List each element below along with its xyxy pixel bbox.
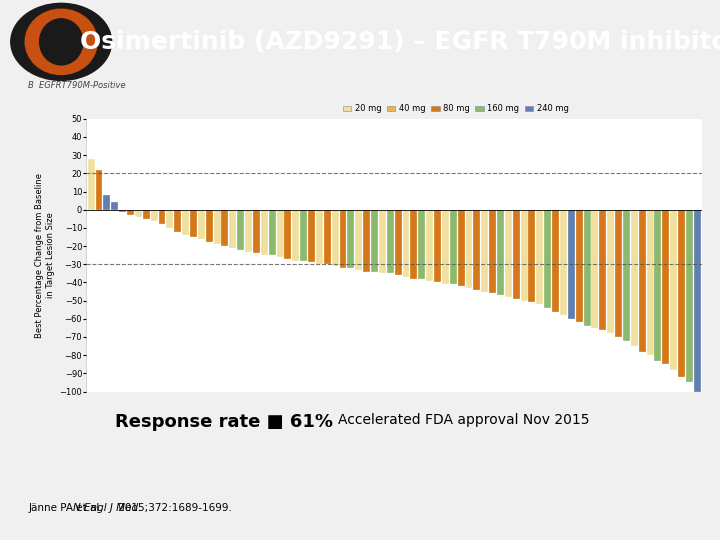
- Bar: [135, 210, 142, 217]
- Bar: [198, 210, 204, 239]
- Y-axis label: Best Percentage Change from Baseline
in Target Lesion Size: Best Percentage Change from Baseline in …: [35, 173, 55, 338]
- Ellipse shape: [11, 3, 112, 80]
- Bar: [150, 210, 158, 221]
- Bar: [591, 210, 598, 328]
- Bar: [104, 195, 110, 210]
- Bar: [521, 210, 528, 301]
- Text: N Engl J Med.: N Engl J Med.: [73, 503, 142, 514]
- Bar: [158, 210, 166, 224]
- Legend: 20 mg, 40 mg, 80 mg, 160 mg, 240 mg: 20 mg, 40 mg, 80 mg, 160 mg, 240 mg: [340, 101, 572, 117]
- Bar: [670, 210, 677, 370]
- Bar: [552, 210, 559, 312]
- Bar: [678, 210, 685, 377]
- Bar: [300, 210, 307, 261]
- Bar: [662, 210, 670, 364]
- Bar: [237, 210, 244, 249]
- Bar: [222, 210, 228, 246]
- Bar: [615, 210, 622, 337]
- Bar: [292, 210, 300, 261]
- Bar: [544, 210, 552, 308]
- Bar: [568, 210, 575, 319]
- Bar: [458, 210, 464, 286]
- Bar: [647, 210, 654, 355]
- Bar: [379, 210, 386, 273]
- Bar: [489, 210, 496, 293]
- Bar: [686, 210, 693, 382]
- Bar: [363, 210, 370, 272]
- Bar: [450, 210, 456, 284]
- Bar: [576, 210, 582, 322]
- Bar: [536, 210, 544, 304]
- Bar: [143, 210, 150, 219]
- Bar: [253, 210, 260, 253]
- Bar: [174, 210, 181, 232]
- Bar: [371, 210, 378, 272]
- Bar: [513, 210, 520, 299]
- Bar: [505, 210, 512, 297]
- Bar: [481, 210, 488, 292]
- Bar: [245, 210, 252, 252]
- Bar: [623, 210, 630, 341]
- Bar: [694, 210, 701, 392]
- Bar: [497, 210, 504, 295]
- Bar: [308, 210, 315, 262]
- Bar: [607, 210, 614, 333]
- Bar: [96, 170, 102, 210]
- Bar: [119, 210, 126, 212]
- Bar: [418, 210, 426, 279]
- Text: Osimertinib (AZD9291) – EGFR T790M inhibitor: Osimertinib (AZD9291) – EGFR T790M inhib…: [80, 30, 720, 54]
- Bar: [182, 210, 189, 235]
- Bar: [599, 210, 606, 330]
- Bar: [166, 210, 174, 228]
- Bar: [560, 210, 567, 315]
- Ellipse shape: [25, 9, 97, 75]
- Bar: [434, 210, 441, 282]
- Bar: [261, 210, 268, 255]
- Bar: [654, 210, 662, 361]
- Bar: [316, 210, 323, 264]
- Bar: [355, 210, 362, 269]
- Bar: [190, 210, 197, 237]
- Bar: [442, 210, 449, 284]
- Bar: [426, 210, 433, 281]
- Bar: [332, 210, 338, 266]
- Bar: [402, 210, 410, 277]
- Bar: [206, 210, 212, 242]
- Bar: [410, 210, 418, 279]
- Bar: [528, 210, 536, 302]
- Bar: [584, 210, 590, 326]
- Bar: [395, 210, 402, 275]
- Bar: [324, 210, 330, 264]
- Bar: [473, 210, 480, 289]
- Bar: [112, 202, 118, 210]
- Bar: [127, 210, 134, 215]
- Bar: [348, 210, 354, 268]
- Bar: [387, 210, 394, 273]
- Bar: [269, 210, 276, 255]
- Bar: [88, 159, 94, 210]
- Bar: [466, 210, 472, 288]
- Bar: [214, 210, 220, 244]
- Text: Response rate ■ 61%: Response rate ■ 61%: [115, 413, 333, 431]
- Text: 2015;372:1689-1699.: 2015;372:1689-1699.: [115, 503, 232, 514]
- Bar: [639, 210, 646, 352]
- Bar: [230, 210, 236, 248]
- Bar: [276, 210, 284, 257]
- Bar: [284, 210, 292, 259]
- Text: Accelerated FDA approval Nov 2015: Accelerated FDA approval Nov 2015: [338, 413, 590, 427]
- Ellipse shape: [40, 19, 83, 65]
- Bar: [631, 210, 638, 346]
- Text: Jänne PA et al.: Jänne PA et al.: [29, 503, 107, 514]
- Bar: [340, 210, 346, 268]
- Text: B  EGFRT790M-Positive: B EGFRT790M-Positive: [28, 80, 125, 90]
